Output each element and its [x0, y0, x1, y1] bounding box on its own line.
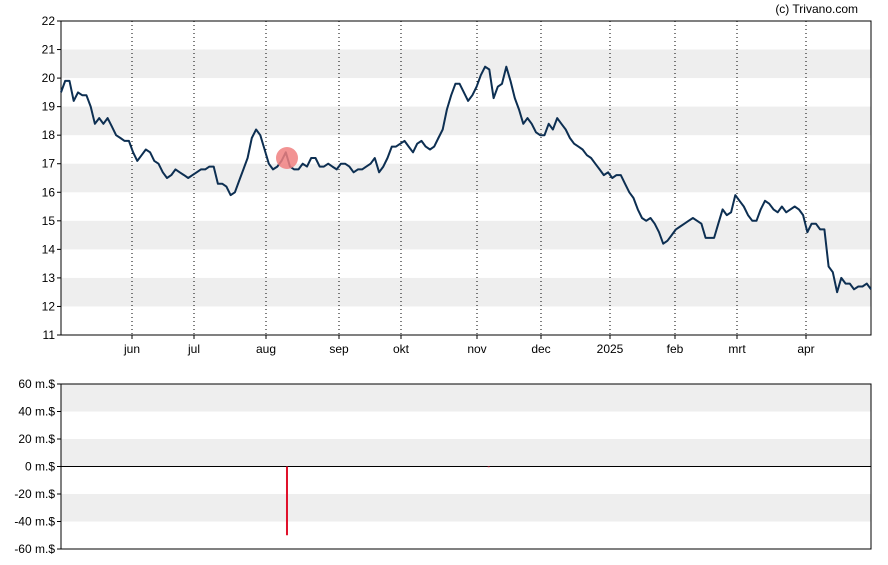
event-marker — [275, 147, 298, 170]
x-tick-label: aug — [256, 342, 276, 356]
x-tick-label: mrt — [728, 342, 746, 356]
y-tick-label: 11 — [43, 328, 56, 342]
y-tick-label: 14 — [42, 242, 56, 256]
price-line — [60, 65, 872, 294]
y-tick-label: 60 m.$ — [18, 377, 55, 391]
grid-band — [61, 220, 871, 250]
y-tick-label: 22 — [42, 14, 56, 28]
x-tick-label: 2025 — [597, 342, 624, 356]
y-tick-label: 17 — [42, 157, 56, 171]
y-tick-label: 18 — [42, 128, 56, 142]
y-tick-label: 13 — [42, 271, 56, 285]
y-tick-label: 0 m.$ — [25, 460, 55, 474]
x-tick-label: okt — [393, 342, 410, 356]
x-tick-label: jun — [123, 342, 140, 356]
grid-band — [61, 439, 871, 467]
grid-band — [61, 163, 871, 193]
grid-band — [61, 49, 871, 79]
x-tick-label: nov — [467, 342, 486, 356]
y-tick-label: -60 m.$ — [14, 542, 55, 556]
x-tick-label: feb — [667, 342, 684, 356]
y-tick-label: 40 m.$ — [18, 405, 55, 419]
grid-band — [61, 277, 871, 307]
y-tick-label: -40 m.$ — [14, 515, 55, 529]
plot-frame — [60, 20, 872, 336]
y-tick-label: 15 — [42, 214, 56, 228]
grid-band — [61, 494, 871, 522]
x-tick-label: sep — [329, 342, 349, 356]
y-tick-label: 20 m.$ — [18, 432, 55, 446]
y-tick-label: 19 — [42, 100, 56, 114]
y-tick-label: 16 — [42, 185, 56, 199]
plot-frame — [60, 383, 872, 550]
copyright-label: (c) Trivano.com — [775, 2, 858, 16]
x-tick-label: apr — [797, 342, 814, 356]
y-tick-label: 21 — [42, 43, 56, 57]
y-tick-label: 12 — [42, 299, 56, 313]
y-tick-label: -20 m.$ — [14, 487, 55, 501]
y-tick-label: 20 — [42, 71, 56, 85]
grid-band — [61, 106, 871, 136]
x-tick-label: dec — [531, 342, 550, 356]
x-tick-label: jul — [187, 342, 200, 356]
grid-band — [61, 384, 871, 412]
